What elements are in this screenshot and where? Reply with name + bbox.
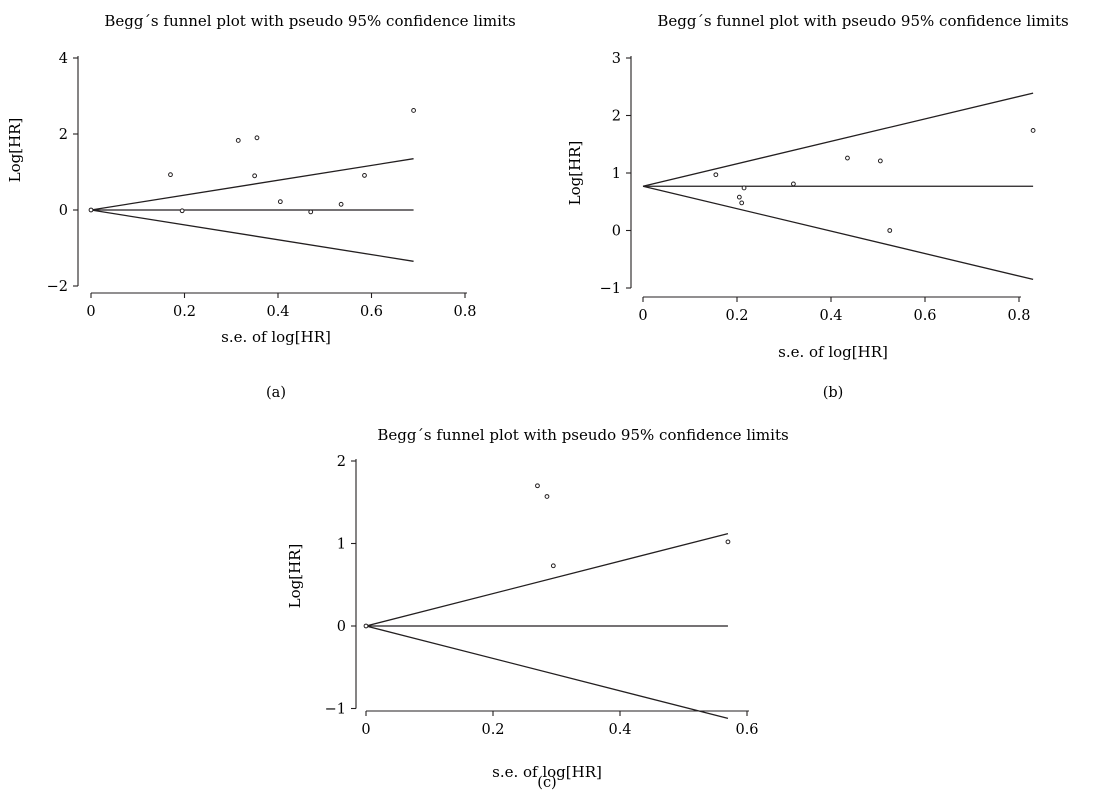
data-point — [235, 138, 241, 143]
chart-panel-c: Begg´s funnel plot with pseudo 95% confi… — [286, 426, 789, 791]
data-point — [362, 173, 367, 178]
y-axis-label: Log[HR] — [286, 544, 304, 609]
data-point — [308, 209, 314, 215]
y-tick-label: 0 — [59, 203, 68, 219]
chart-title: Begg´s funnel plot with pseudo 95% confi… — [657, 12, 1068, 30]
data-point — [363, 623, 369, 629]
y-tick-label: 1 — [337, 537, 346, 553]
x-tick-label: 0.6 — [913, 308, 936, 324]
data-point — [254, 135, 260, 141]
data-point — [725, 539, 731, 545]
data-point — [277, 199, 283, 205]
data-point — [713, 172, 719, 178]
y-tick-label: 3 — [612, 51, 621, 67]
data-point — [736, 194, 742, 200]
y-tick-label: −1 — [325, 702, 346, 718]
x-tick-label: 0.2 — [725, 308, 748, 324]
x-tick-label: 0 — [638, 308, 647, 324]
data-point — [338, 201, 344, 207]
y-axis-label: Log[HR] — [6, 118, 24, 183]
data-point — [168, 172, 173, 178]
chart-title: Begg´s funnel plot with pseudo 95% confi… — [377, 426, 788, 444]
data-point — [739, 200, 745, 206]
data-point — [544, 494, 550, 499]
y-tick-label: 4 — [59, 51, 68, 67]
data-point — [252, 173, 258, 179]
data-point — [179, 208, 185, 214]
chart-panel-a: Begg´s funnel plot with pseudo 95% confi… — [6, 12, 516, 401]
panel-label: (a) — [266, 385, 286, 401]
x-axis-label: s.e. of log[HR] — [778, 343, 888, 361]
x-axis-label: s.e. of log[HR] — [492, 763, 602, 781]
data-point — [877, 158, 883, 164]
x-tick-label: 0.8 — [453, 304, 476, 320]
data-point — [411, 108, 416, 113]
x-tick-label: 0.4 — [819, 308, 842, 324]
y-tick-label: 2 — [59, 127, 68, 143]
lower-confidence-limit — [90, 209, 414, 262]
x-tick-label: 0.6 — [735, 722, 758, 738]
x-tick-label: 0.6 — [360, 304, 383, 320]
y-tick-label: 2 — [612, 109, 621, 125]
data-point — [741, 185, 747, 191]
data-point — [887, 228, 893, 233]
data-point — [845, 155, 850, 161]
upper-confidence-limit — [642, 92, 1034, 187]
chart-panel-b: Begg´s funnel plot with pseudo 95% confi… — [566, 12, 1069, 401]
x-tick-label: 0 — [361, 722, 370, 738]
lower-confidence-limit — [365, 625, 729, 720]
y-axis-label: Log[HR] — [566, 141, 584, 206]
data-point — [791, 181, 796, 187]
data-point — [88, 207, 94, 213]
upper-confidence-limit — [90, 158, 414, 211]
data-point — [1030, 128, 1036, 133]
lower-confidence-limit — [642, 185, 1034, 281]
panel-label: (c) — [537, 775, 556, 791]
data-point — [550, 563, 556, 569]
x-tick-label: 0 — [86, 304, 95, 320]
y-tick-label: −1 — [600, 281, 621, 297]
x-tick-label: 0.4 — [608, 722, 631, 738]
y-tick-label: 1 — [612, 166, 621, 182]
chart-title: Begg´s funnel plot with pseudo 95% confi… — [104, 12, 515, 30]
x-axis-label: s.e. of log[HR] — [221, 328, 331, 346]
y-tick-label: 0 — [612, 224, 621, 240]
x-tick-label: 0.4 — [266, 304, 289, 320]
y-tick-label: 2 — [337, 454, 346, 470]
x-tick-label: 0.2 — [173, 304, 196, 320]
panel-label: (b) — [823, 385, 844, 401]
y-tick-label: 0 — [337, 619, 346, 635]
data-point — [535, 483, 540, 489]
x-tick-label: 0.2 — [481, 722, 504, 738]
x-tick-label: 0.8 — [1007, 308, 1030, 324]
upper-confidence-limit — [365, 532, 729, 627]
y-tick-label: −2 — [47, 279, 68, 295]
